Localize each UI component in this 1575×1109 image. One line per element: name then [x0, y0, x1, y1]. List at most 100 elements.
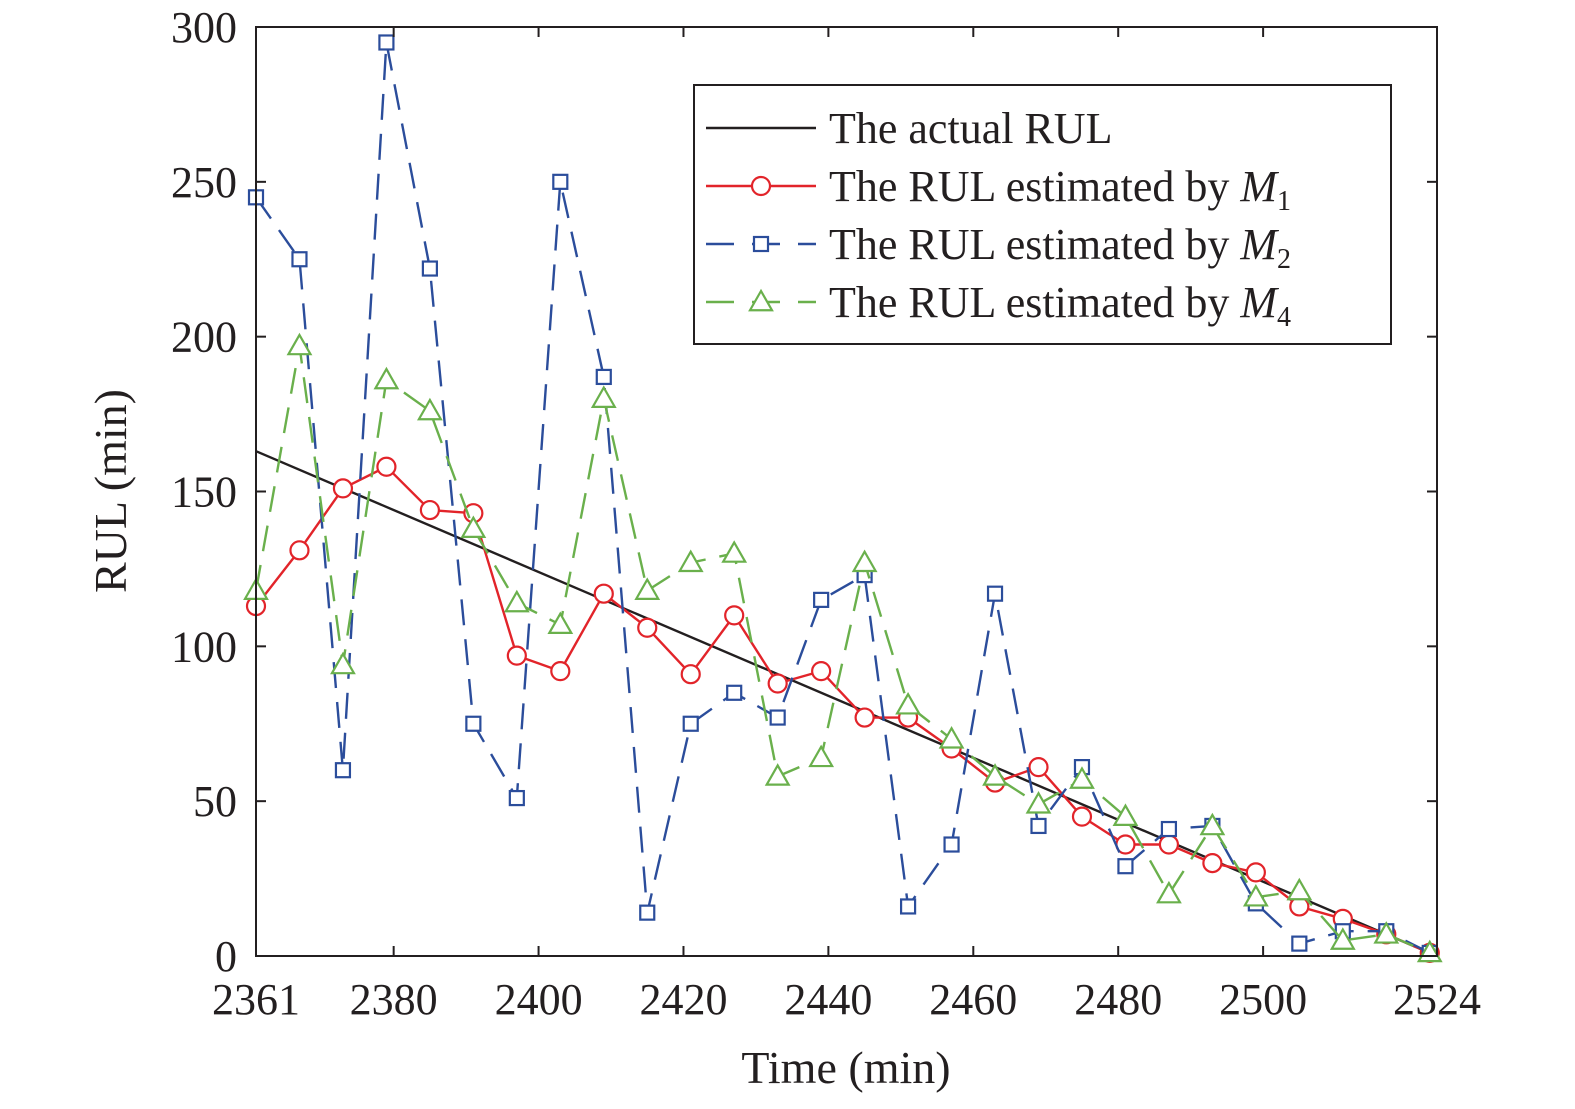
legend-label: The RUL estimated by M1 [829, 162, 1291, 217]
series-4-point [1156, 880, 1182, 904]
series-4-point [1373, 921, 1400, 944]
series-2-line [255, 465, 1431, 955]
series-3-point [552, 173, 569, 190]
legend-entry-1: The actual RUL [706, 104, 1112, 153]
series-4-point [1199, 812, 1226, 836]
series-3-point [508, 789, 525, 807]
series-4-point [1112, 803, 1139, 827]
x-tick-label: 2524 [1393, 975, 1481, 1024]
series-3-point [334, 762, 352, 779]
y-tick-label: 250 [171, 158, 237, 207]
series-4-point [1286, 877, 1313, 901]
x-tick-label: 2361 [212, 975, 300, 1024]
series-4-point [373, 366, 400, 390]
series-2-point [1071, 806, 1093, 827]
y-tick-label: 300 [171, 3, 237, 52]
x-tick-label: 2400 [495, 975, 583, 1024]
series-3-point [595, 368, 612, 386]
legend-swatch-marker [752, 235, 770, 253]
y-tick-label: 100 [171, 622, 237, 671]
series-4-line [254, 344, 1431, 955]
series-4-point [938, 726, 965, 749]
series-3-point [682, 715, 699, 732]
series-4-point [634, 577, 661, 600]
series-2-point [550, 661, 571, 682]
series-2-point [1245, 862, 1266, 883]
x-axis-label: Time (min) [741, 1042, 950, 1093]
series-3-line [255, 41, 1431, 954]
series-2-point [289, 540, 310, 561]
x-tick-label: 2500 [1219, 975, 1307, 1024]
y-axis-label: RUL (min) [85, 389, 136, 593]
series-3-group [247, 34, 1438, 962]
series-3-point [1160, 820, 1178, 838]
series-4-point [851, 549, 878, 573]
x-tick-label: 2440 [784, 975, 872, 1024]
series-4-point [982, 763, 1008, 786]
series-2-point [419, 499, 440, 521]
series-4-point [1242, 883, 1269, 907]
series-2-point [1158, 834, 1180, 855]
series-4-point [1025, 791, 1052, 814]
series-4-point [590, 385, 617, 408]
series-2-point [1202, 852, 1223, 874]
series-3-point [986, 585, 1004, 602]
series-2-point [1028, 757, 1049, 778]
series-4-point [677, 549, 704, 573]
series-2-point [680, 664, 701, 685]
series-2-point [767, 673, 788, 694]
legend-label: The actual RUL [829, 104, 1112, 153]
series-4-point [416, 397, 443, 421]
x-tick-label: 2380 [350, 975, 438, 1024]
series-3-point [639, 904, 656, 921]
x-tick-label: 2460 [929, 975, 1017, 1024]
series-3-point [1291, 935, 1308, 952]
series-4-point [460, 515, 487, 539]
y-tick-label: 200 [171, 313, 237, 362]
series-3-point [769, 709, 786, 726]
series-2-point [593, 583, 614, 604]
series-3-point [1117, 858, 1134, 875]
legend-entry-3: The RUL estimated by M2 [706, 220, 1291, 275]
series-2-point [506, 645, 527, 666]
series-3-point [378, 34, 395, 51]
series-2-group [245, 456, 1440, 964]
legend-entry-2: The RUL estimated by M1 [706, 162, 1291, 217]
series-4-point [286, 332, 313, 356]
y-tick-label: 50 [193, 777, 237, 826]
series-3-point [291, 251, 308, 268]
series-2-point [724, 605, 745, 626]
series-2-point [811, 661, 832, 682]
x-tick-label: 2420 [639, 975, 727, 1024]
series-4-point [1069, 766, 1095, 789]
legend-swatch-marker [748, 288, 774, 312]
legend-label: The RUL estimated by M2 [829, 220, 1291, 275]
series-layer [243, 34, 1443, 964]
series-2-point [332, 478, 354, 499]
series-3-point [421, 260, 438, 277]
x-tick-label: 2480 [1074, 975, 1162, 1024]
series-2-point [637, 617, 658, 638]
series-3-point [726, 684, 743, 701]
series-4-point [895, 691, 921, 715]
series-4-point [330, 651, 356, 675]
series-4-point [547, 611, 574, 635]
series-3-point [899, 898, 917, 915]
series-4-point [721, 540, 748, 563]
y-tick-label: 150 [171, 468, 237, 517]
axis-ticks: 2361 2380 2400 2420 2440 2460 2480 2500 2524 0 50 1… [171, 3, 1481, 1024]
y-tick-label: 0 [215, 932, 237, 981]
series-3-point [943, 836, 960, 853]
series-2-point [854, 707, 875, 728]
legend-swatch-marker [750, 175, 772, 197]
legend-entry-4: The RUL estimated by M4 [706, 278, 1291, 333]
series-2-point [376, 456, 397, 477]
series-4-point [503, 589, 530, 613]
series-3-point [813, 591, 830, 608]
legend-label: The RUL estimated by M4 [829, 278, 1291, 333]
series-3-point [465, 715, 482, 732]
series-4-point [764, 763, 791, 786]
series-4-group [243, 332, 1443, 963]
